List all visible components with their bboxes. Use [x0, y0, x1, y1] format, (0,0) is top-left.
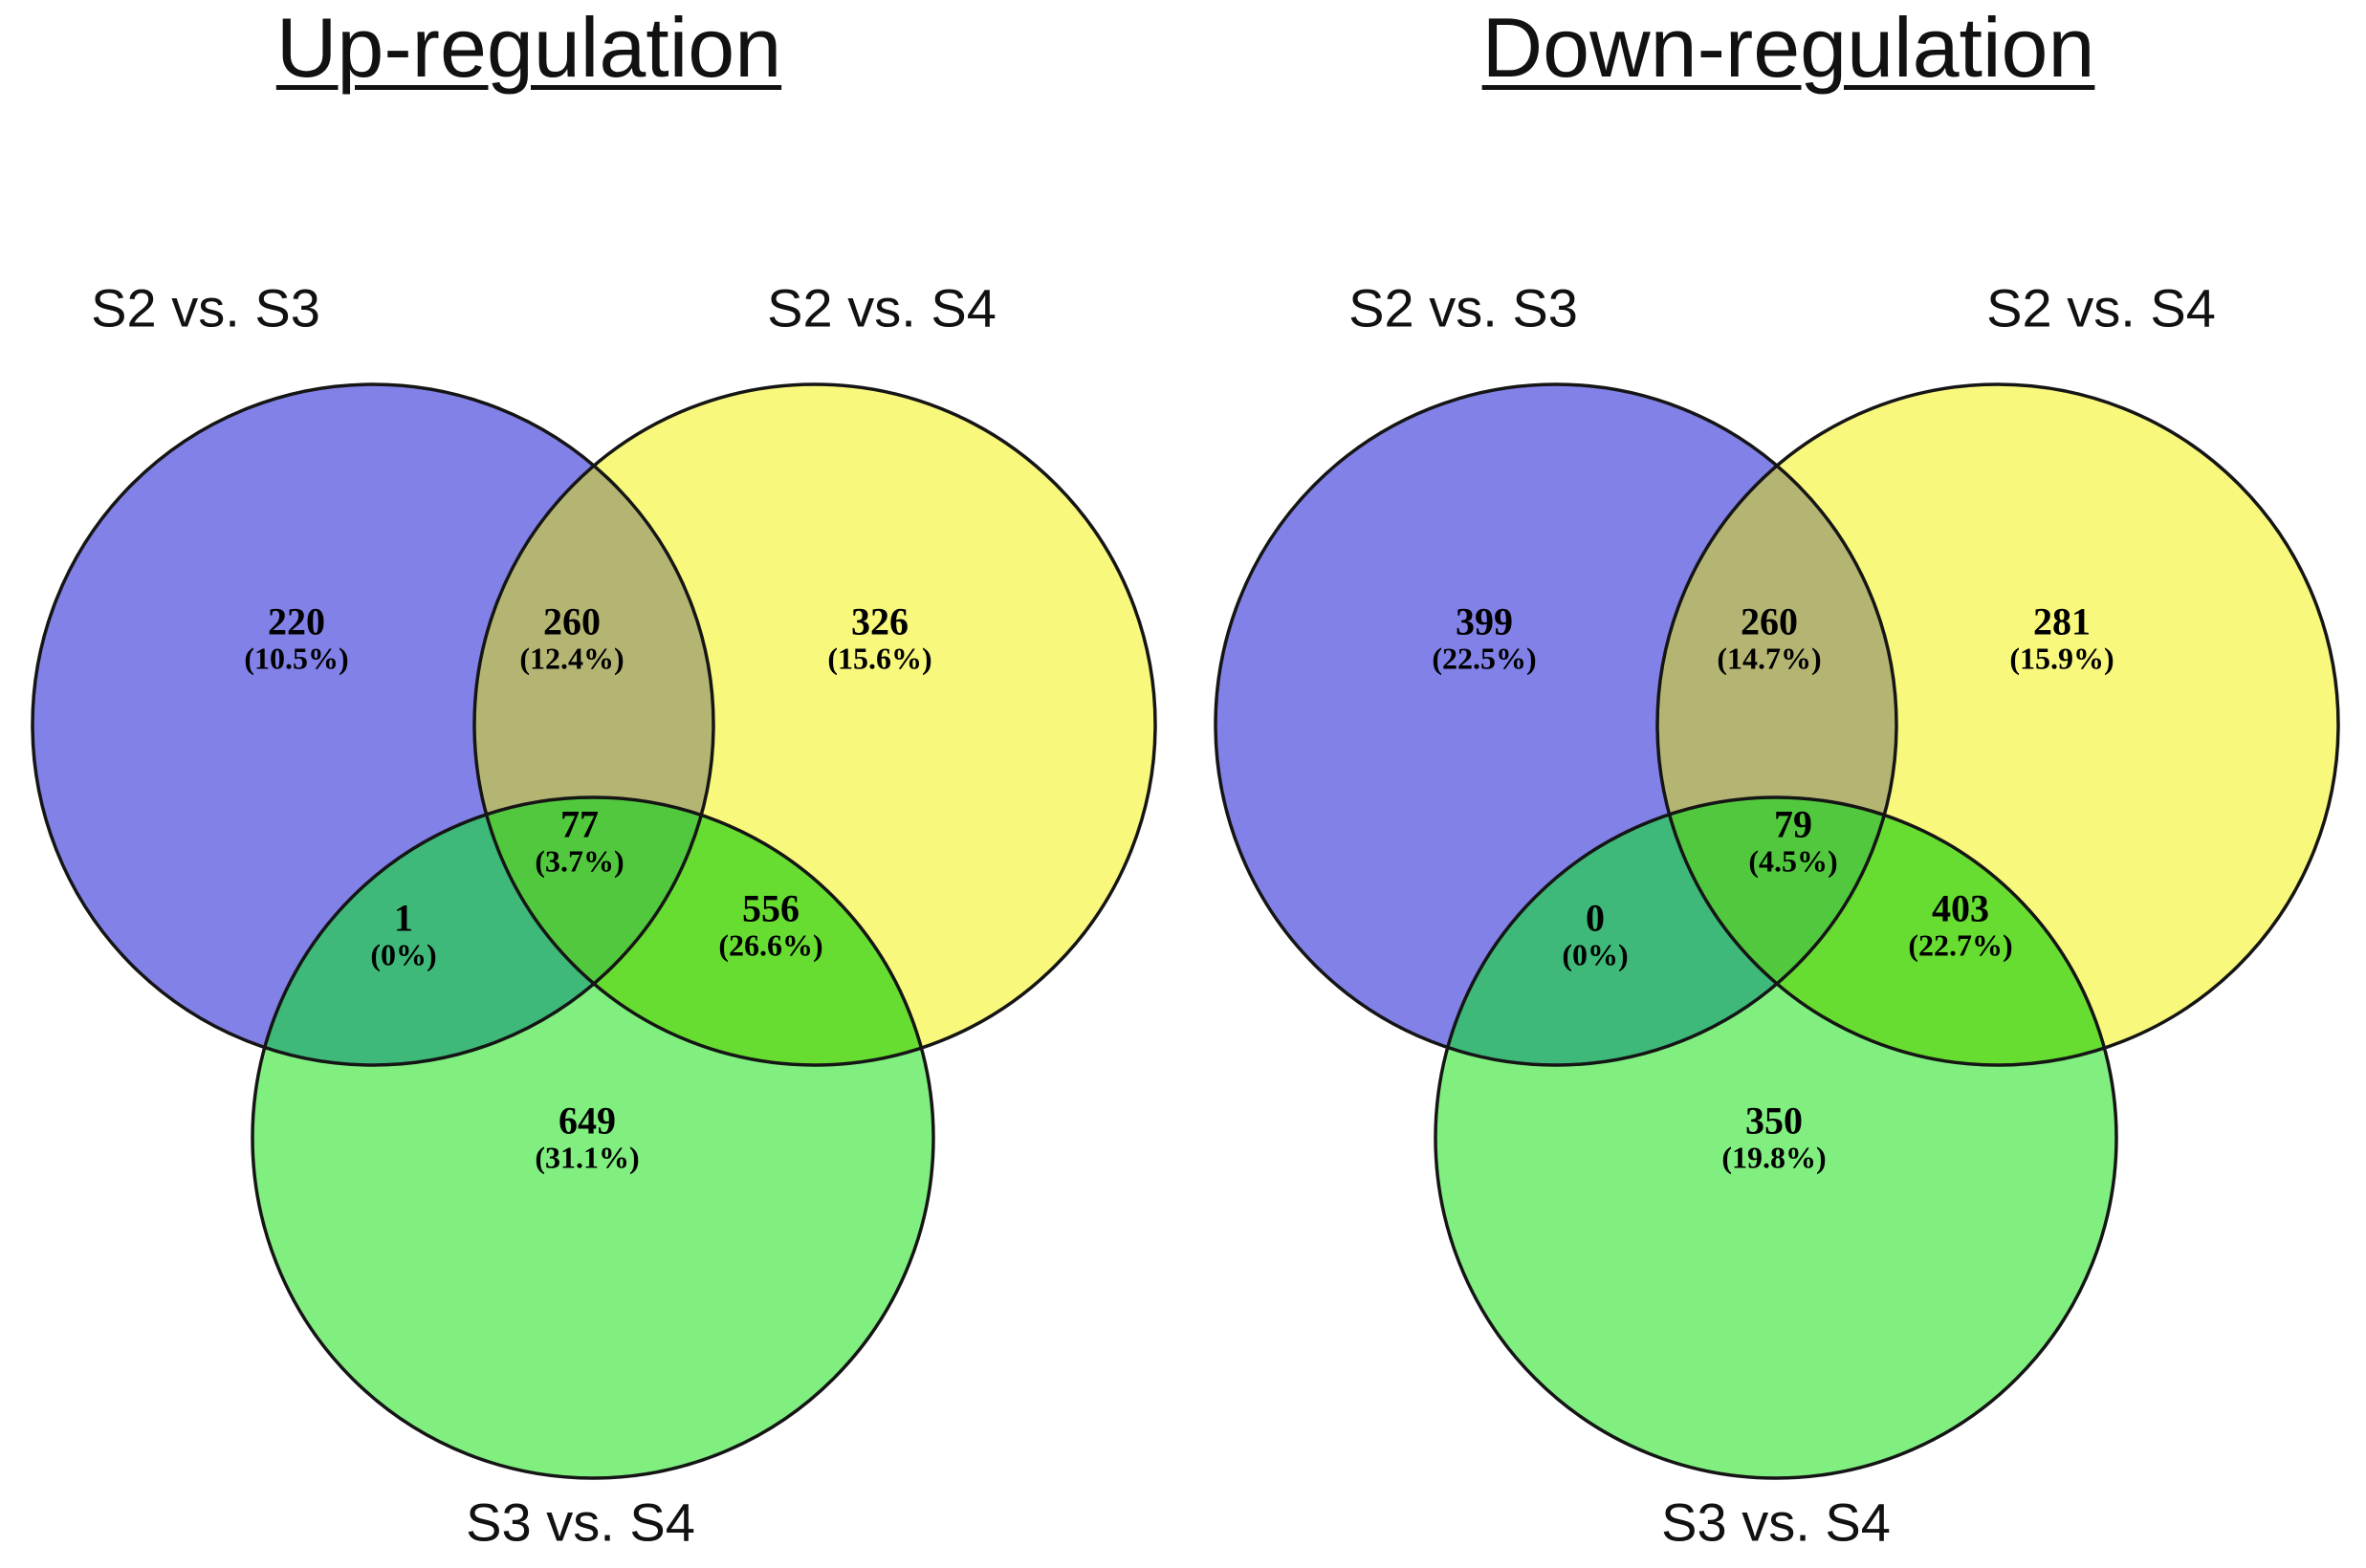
venn-count-s3s4-only: 649 (31.1%)	[535, 1100, 639, 1174]
panel-title-down-regulation: Down-regulation	[1481, 0, 2095, 95]
venn-overlap-s2s4-s3s4	[1657, 797, 2116, 1065]
region-percent: (3.7%)	[535, 843, 624, 879]
venn-count-s2s3-s3s4: 1 (0%)	[370, 898, 436, 971]
panel-title-up-regulation: Up-regulation	[275, 0, 782, 95]
region-value: 399	[1456, 599, 1513, 643]
panel-down-regulation: Down-regulation S2 vs. S3 S2 vs. S4 S3 v…	[1183, 0, 2366, 1568]
venn-count-all-three: 77 (3.7%)	[535, 804, 624, 878]
venn-outline-s2s3	[31, 382, 715, 1067]
venn-count-all-three: 79 (4.5%)	[1748, 804, 1837, 878]
region-value: 79	[1774, 802, 1812, 846]
region-value: 0	[1586, 896, 1605, 940]
region-percent: (26.6%)	[718, 927, 823, 963]
region-value: 77	[560, 802, 599, 846]
venn-count-s2s3-only: 220 (10.5%)	[244, 601, 348, 675]
venn-outline-s2s3	[1214, 382, 1898, 1067]
venn-outline-s3s4	[1434, 795, 2118, 1480]
region-percent: (31.1%)	[535, 1140, 640, 1175]
region-percent: (4.5%)	[1748, 843, 1838, 879]
region-value: 260	[543, 599, 601, 643]
panel-up-regulation: Up-regulation S2 vs. S3 S2 vs. S4 S3 vs.…	[31, 0, 1157, 1553]
venn-count-s2s3-s2s4: 260 (12.4%)	[519, 601, 624, 675]
region-percent: (0%)	[1562, 937, 1629, 972]
venn-outline-s2s4	[1655, 382, 2340, 1067]
region-value: 281	[2033, 599, 2091, 643]
region-percent: (10.5%)	[244, 641, 349, 676]
region-percent: (15.9%)	[2009, 641, 2114, 676]
region-value: 649	[559, 1099, 616, 1143]
venn-count-s2s3-s3s4: 0 (0%)	[1562, 898, 1628, 971]
venn-overlap-s2s4-s3s4	[474, 797, 933, 1065]
set-label-s2-vs-s4: S2 vs. S4	[767, 277, 997, 338]
region-value: 350	[1745, 1099, 1803, 1143]
venn-count-s3s4-only: 350 (19.8%)	[1721, 1100, 1826, 1174]
venn-count-s2s3-s2s4: 260 (14.7%)	[1717, 601, 1821, 675]
region-value: 1	[394, 896, 413, 940]
set-label-s2-vs-s4: S2 vs. S4	[1986, 277, 2216, 338]
venn-count-s2s3-only: 399 (22.5%)	[1432, 601, 1536, 675]
region-percent: (22.5%)	[1432, 641, 1537, 676]
set-label-s3-vs-s4: S3 vs. S4	[1661, 1492, 1891, 1553]
venn-outline-s2s4	[472, 382, 1157, 1067]
venn-count-s2s4-only: 281 (15.9%)	[2009, 601, 2114, 675]
venn-diagram-down	[1214, 382, 2340, 1480]
set-label-s3-vs-s4: S3 vs. S4	[466, 1492, 695, 1553]
venn-overlap-s2s3-s3s4	[252, 797, 713, 1065]
region-value: 556	[742, 886, 800, 930]
venn-diagram-up	[31, 382, 1157, 1480]
region-value: 326	[851, 599, 909, 643]
region-value: 403	[1932, 886, 1989, 930]
venn-count-s2s4-s3s4: 403 (22.7%)	[1908, 888, 2012, 962]
region-percent: (0%)	[370, 937, 437, 972]
region-percent: (22.7%)	[1908, 927, 2013, 963]
venn-overlap-s2s3-s3s4	[1435, 797, 1896, 1065]
set-label-s2-vs-s3: S2 vs. S3	[91, 277, 320, 338]
region-percent: (14.7%)	[1717, 641, 1822, 676]
set-label-s2-vs-s3: S2 vs. S3	[1348, 277, 1578, 338]
venn-outline-s3s4	[251, 795, 935, 1480]
region-value: 260	[1741, 599, 1798, 643]
region-percent: (15.6%)	[827, 641, 932, 676]
region-percent: (12.4%)	[519, 641, 624, 676]
venn-count-s2s4-s3s4: 556 (26.6%)	[718, 888, 822, 962]
region-percent: (19.8%)	[1721, 1140, 1827, 1175]
venn-count-s2s4-only: 326 (15.6%)	[827, 601, 931, 675]
region-value: 220	[268, 599, 325, 643]
